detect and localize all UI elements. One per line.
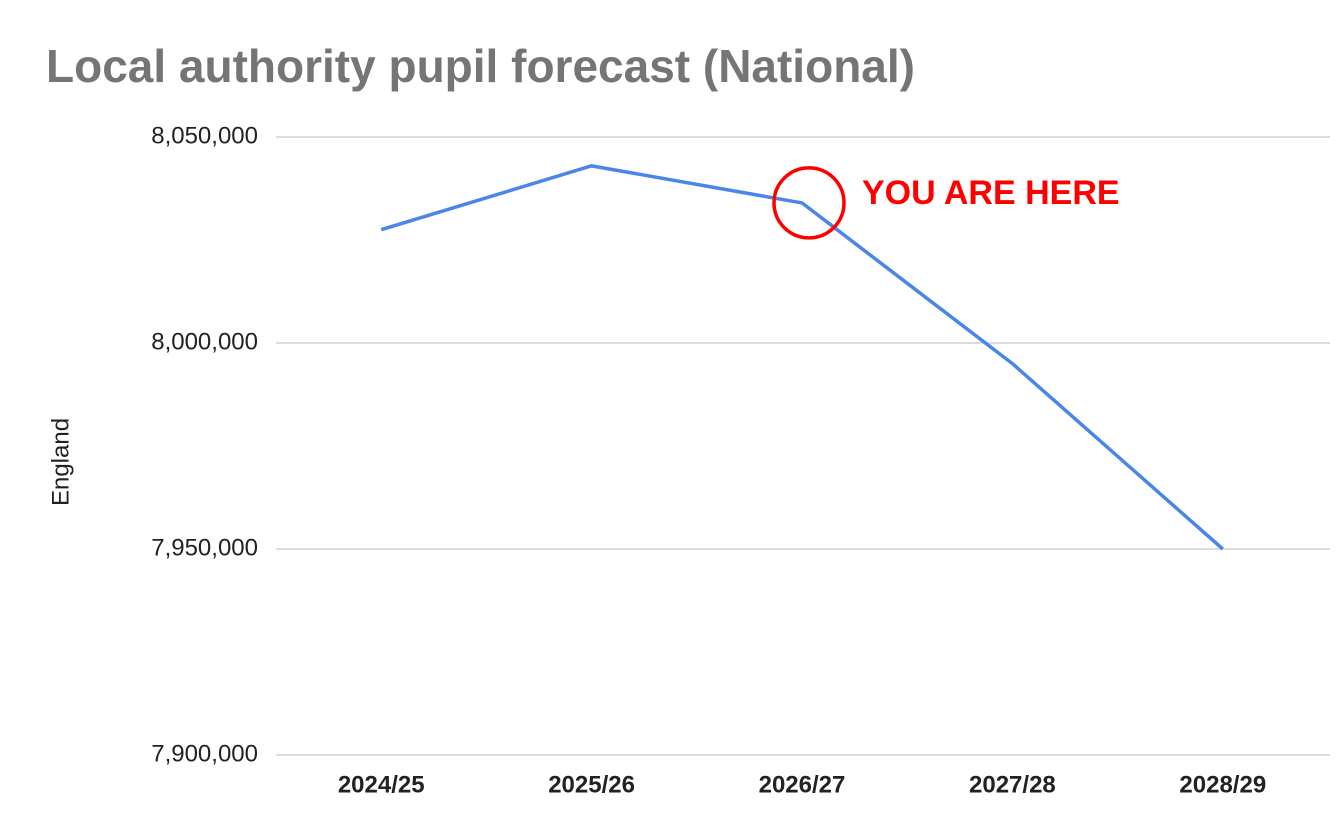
data-line (380, 164, 1224, 551)
y-tick-label: 7,950,000 (151, 534, 258, 561)
x-tick-label: 2026/27 (759, 771, 846, 798)
x-tick-label: 2027/28 (969, 771, 1056, 798)
x-tick-label: 2024/25 (338, 771, 425, 798)
y-tick-label: 8,050,000 (151, 122, 258, 149)
x-tick-label: 2028/29 (1179, 771, 1266, 798)
y-axis-label: England (47, 418, 74, 506)
annotation-circle (772, 166, 846, 240)
y-tick-label: 7,900,000 (151, 740, 258, 767)
annotation-text: YOU ARE HERE (862, 174, 1120, 212)
chart-title: Local authority pupil forecast (National… (46, 40, 915, 92)
y-tick-label: 8,000,000 (151, 328, 258, 355)
x-tick-label: 2025/26 (548, 771, 635, 798)
